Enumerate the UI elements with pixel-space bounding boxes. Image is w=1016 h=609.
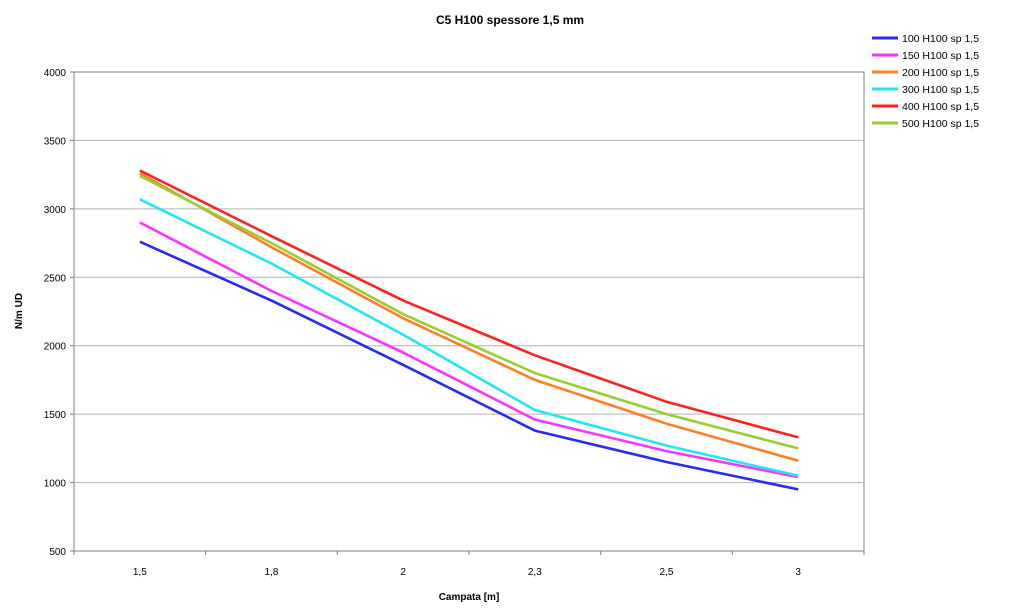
plot-area [73,71,865,552]
legend-item: 150 H100 sp 1,5 [872,50,979,62]
legend-item: 100 H100 sp 1,5 [872,33,979,45]
x-tick-label: 3 [795,567,801,578]
legend-label: 200 H100 sp 1,5 [902,67,979,79]
legend-label: 150 H100 sp 1,5 [902,50,979,62]
chart-title: C5 H100 spessore 1,5 mm [436,13,584,27]
x-tick-label: 2,5 [660,567,674,578]
legend-label: 300 H100 sp 1,5 [902,84,979,96]
series-line-4 [139,198,799,477]
series-lines [139,169,799,491]
legend-item: 200 H100 sp 1,5 [872,67,979,79]
series-line-5 [139,169,799,439]
y-tick-label: 3000 [44,205,67,216]
legend: 100 H100 sp 1,5 150 H100 sp 1,5 200 H100 s… [872,33,979,130]
y-axis-label: N/m UD [14,293,25,329]
y-tick-label: 1500 [44,410,67,421]
y-tick-label: 3500 [44,136,67,147]
x-tick-label: 1,5 [133,567,147,578]
x-tick-label: 1,8 [265,567,279,578]
legend-item: 500 H100 sp 1,5 [872,118,979,130]
series-line-3 [139,172,799,462]
series-line-2 [139,221,799,479]
x-axis-ticks: 1,5 1,8 2 2,3 2,5 3 [73,551,865,578]
y-axis-ticks: 500 1000 1500 2000 2500 3000 3500 4000 [44,68,74,558]
legend-label: 400 H100 sp 1,5 [902,101,979,113]
x-axis-label: Campata [m] [439,592,500,603]
y-tick-label: 4000 [44,68,67,79]
x-tick-label: 2 [400,567,406,578]
x-tick-label: 2,3 [528,567,542,578]
y-tick-label: 2000 [44,342,67,353]
series-line-6 [139,174,799,450]
legend-item: 400 H100 sp 1,5 [872,101,979,113]
legend-item: 300 H100 sp 1,5 [872,84,979,96]
legend-label: 100 H100 sp 1,5 [902,33,979,45]
series-line-1 [139,240,799,491]
y-tick-label: 1000 [44,479,67,490]
y-tick-label: 500 [49,547,66,558]
legend-label: 500 H100 sp 1,5 [902,118,979,130]
y-tick-label: 2500 [44,273,67,284]
